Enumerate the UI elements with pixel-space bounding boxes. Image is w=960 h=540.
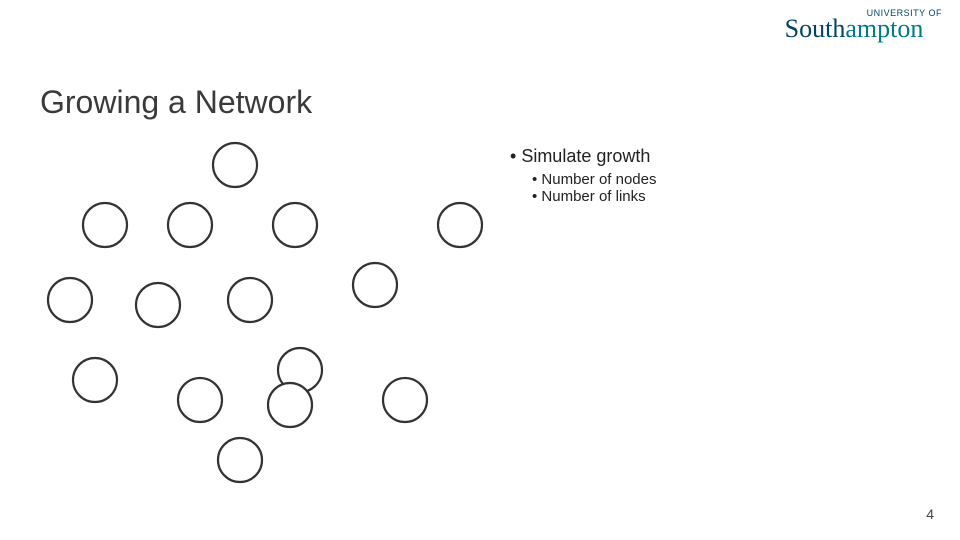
bullet-level1: Simulate growth <box>510 146 657 167</box>
network-diagram <box>40 130 510 490</box>
network-node <box>213 143 257 187</box>
slide-title: Growing a Network <box>40 84 312 121</box>
network-node <box>268 383 312 427</box>
logo-main-prefix: South <box>785 14 846 43</box>
university-logo: UNIVERSITY OF Southampton <box>785 8 942 42</box>
network-node <box>228 278 272 322</box>
logo-main-text: Southampton <box>785 16 942 42</box>
network-node <box>136 283 180 327</box>
network-node <box>353 263 397 307</box>
bullet-list: Simulate growth Number of nodes Number o… <box>510 146 657 205</box>
logo-main-accent: ampton <box>845 14 923 43</box>
page-number: 4 <box>926 506 934 522</box>
network-node <box>218 438 262 482</box>
network-svg <box>40 130 510 490</box>
network-node <box>73 358 117 402</box>
network-node <box>83 203 127 247</box>
network-node <box>178 378 222 422</box>
bullet-level2-b: Number of links <box>532 188 657 205</box>
network-node <box>438 203 482 247</box>
network-node <box>168 203 212 247</box>
network-node <box>48 278 92 322</box>
network-node <box>273 203 317 247</box>
network-node <box>383 378 427 422</box>
bullet-level2-a: Number of nodes <box>532 171 657 188</box>
